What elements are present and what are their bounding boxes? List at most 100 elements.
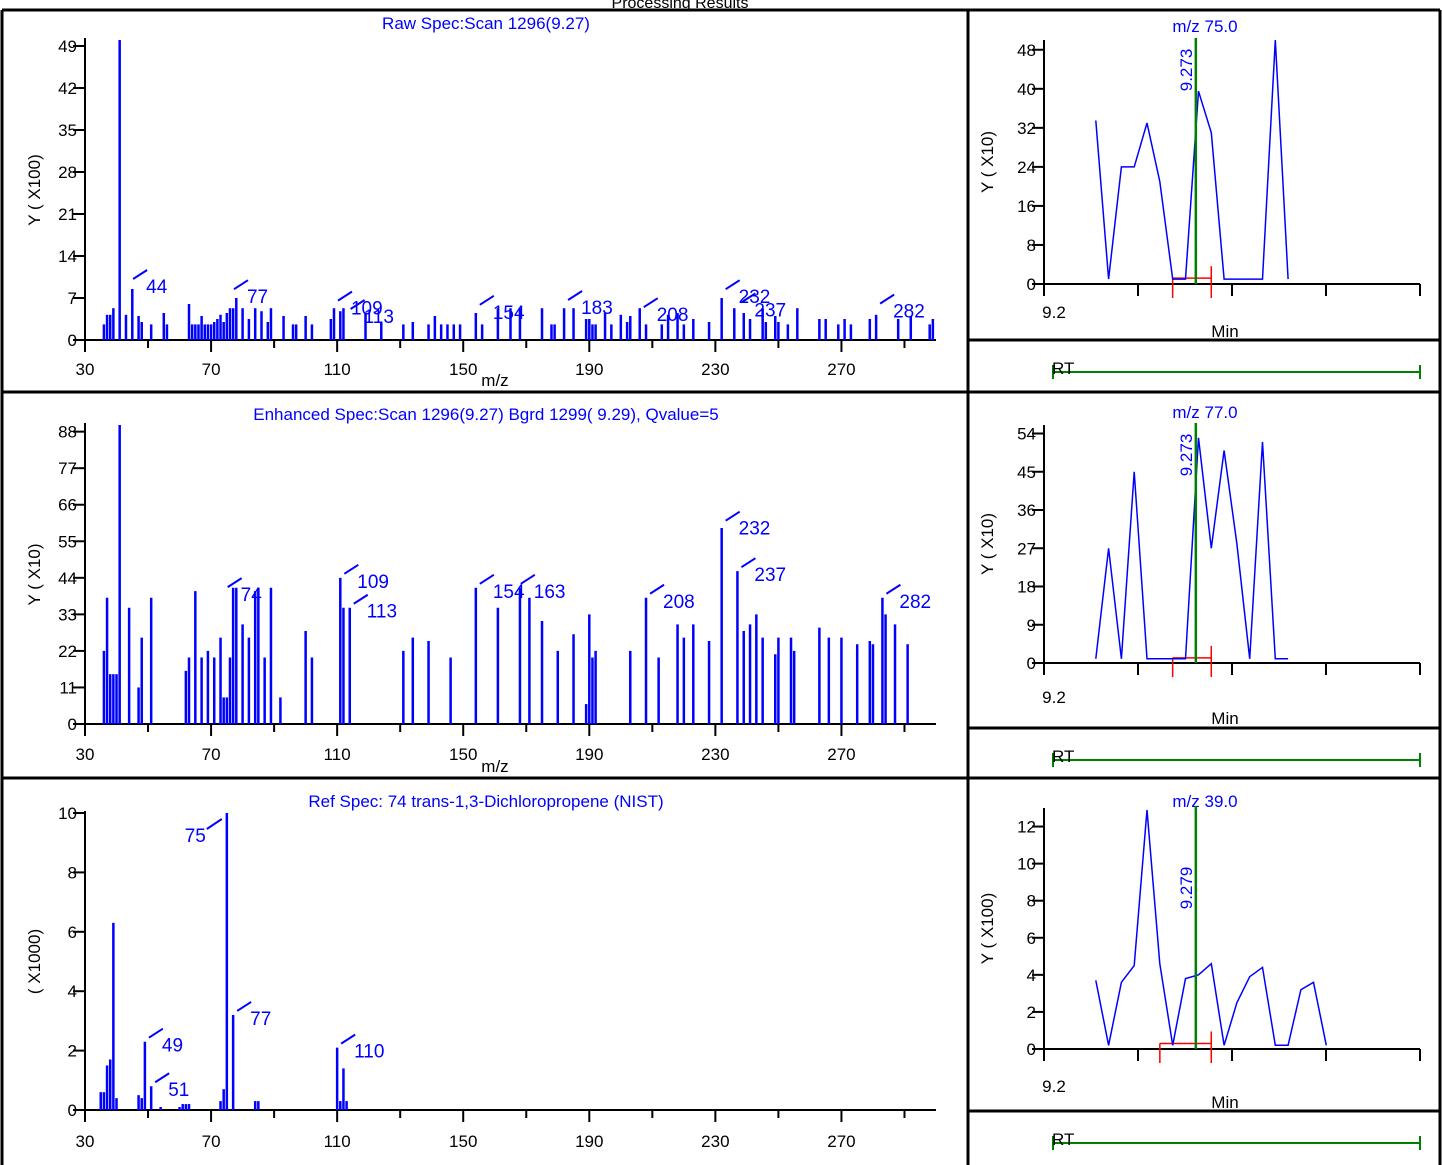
peak-label-leader <box>649 583 665 595</box>
eic-chart-eic75: 9.2 0 8 16 24 32 40 48 m/z 75.0 Y ( X10) Min 9.273 <box>978 17 1421 341</box>
x-tick-label: 110 <box>324 1132 351 1151</box>
y-tick-label: 4 <box>68 982 77 1001</box>
peak-label-leader <box>520 573 536 585</box>
peak-label-leader <box>479 294 495 306</box>
peak-label-leader <box>236 1001 252 1012</box>
y-tick-label: 24 <box>1017 158 1036 177</box>
y-tick-label: 8 <box>1027 236 1036 255</box>
rt-ruler-panel: RT <box>1052 359 1421 379</box>
y-tick-label: 49 <box>58 37 77 56</box>
rt-ruler-panel: RT <box>1052 1130 1421 1150</box>
peak-label-leader <box>740 557 756 569</box>
rt-marker-label: 9.273 <box>1177 49 1196 92</box>
y-tick-label: 16 <box>1017 197 1036 216</box>
y-tick-label: 7 <box>68 289 77 308</box>
y-tick-label: 22 <box>58 642 77 661</box>
x-axis-label: m/z <box>481 371 508 390</box>
peak-label-leader <box>132 269 148 280</box>
y-tick-label: 55 <box>58 532 77 551</box>
x-axis-label: m/z <box>481 757 508 776</box>
peak-label-leader <box>343 563 359 575</box>
rt-marker-label: 9.273 <box>1177 434 1196 477</box>
peak-label: 208 <box>663 592 695 613</box>
y-tick-label: 88 <box>58 423 77 442</box>
x-tick-label: 230 <box>701 745 729 764</box>
x-tick-label: 9.2 <box>1042 688 1066 707</box>
peak-label-leader <box>206 818 223 830</box>
x-axis-label: Min <box>1211 709 1238 728</box>
x-tick-label: 30 <box>76 745 95 764</box>
y-tick-label: 2 <box>1027 1003 1036 1022</box>
x-tick-label: 150 <box>449 1132 477 1151</box>
y-axis-label: Y ( X10) <box>978 513 997 575</box>
x-tick-label: 230 <box>701 1132 729 1151</box>
y-tick-label: 18 <box>1017 578 1036 597</box>
x-axis-label: Min <box>1211 1093 1238 1112</box>
y-tick-label: 27 <box>1017 539 1036 558</box>
y-tick-label: 0 <box>1027 275 1036 294</box>
rt-label: RT <box>1052 359 1074 378</box>
peak-label: 77 <box>250 1009 271 1030</box>
peak-label-leader <box>353 593 369 605</box>
x-tick-label: 270 <box>827 1132 855 1151</box>
y-tick-label: 8 <box>68 863 77 882</box>
y-tick-label: 4 <box>1027 966 1036 985</box>
chart-title: Ref Spec: 74 trans-1,3-Dichloropropene (… <box>308 792 663 811</box>
chart-title: Raw Spec:Scan 1296(9.27) <box>382 14 590 33</box>
peak-label-leader <box>233 279 249 291</box>
rt-marker-label: 9.279 <box>1177 867 1196 910</box>
peak-label: 51 <box>168 1080 189 1101</box>
x-tick-label: 270 <box>827 360 855 379</box>
y-tick-label: 54 <box>1017 425 1036 444</box>
eic-trace <box>1095 39 1289 280</box>
peak-label-leader <box>340 1033 356 1045</box>
y-tick-label: 40 <box>1017 80 1036 99</box>
x-tick-label: 70 <box>202 1132 221 1151</box>
x-tick-label: 30 <box>76 360 95 379</box>
peak-label-leader <box>479 573 495 585</box>
y-axis-label: ( X1000) <box>25 929 44 994</box>
panel-frame <box>0 8 1442 1165</box>
x-tick-label: 110 <box>324 745 351 764</box>
eic-trace <box>1095 437 1289 660</box>
eic-title: m/z 39.0 <box>1172 792 1237 811</box>
peak-label-leader <box>227 577 243 588</box>
y-tick-label: 36 <box>1017 501 1036 520</box>
x-tick-label: 9.2 <box>1042 303 1066 322</box>
peak-label-leader <box>567 290 583 301</box>
peak-label: 49 <box>162 1036 183 1057</box>
peak-label: 154 <box>493 303 525 324</box>
y-tick-label: 10 <box>1017 855 1036 874</box>
x-tick-label: 150 <box>449 745 477 764</box>
spectrum-chart-raw: 30 70 110 150 190 230 270 0 7 14 21 28 35 42 49 Raw Spe… <box>25 14 936 390</box>
y-tick-label: 0 <box>1027 654 1036 673</box>
y-tick-label: 32 <box>1017 119 1036 138</box>
y-axis-label: Y ( X10) <box>978 131 997 193</box>
eic-trace <box>1095 809 1328 1047</box>
page-title: Processing Results <box>612 0 749 12</box>
peak-label: 208 <box>657 305 689 326</box>
y-tick-label: 0 <box>1027 1040 1036 1059</box>
rt-ruler-panel: RT <box>1052 747 1421 767</box>
x-tick-label: 9.2 <box>1042 1077 1066 1096</box>
y-tick-label: 0 <box>68 1101 77 1120</box>
y-tick-label: 11 <box>59 678 77 697</box>
peak-label-leader <box>879 293 895 305</box>
y-axis-label: Y ( X10) <box>25 543 44 605</box>
peak-label-leader <box>148 1027 164 1039</box>
eic-chart-eic39: 9.2 0 2 4 6 8 10 12 m/z 39.0 Y ( X100) Min 9.279 <box>978 792 1421 1112</box>
y-tick-label: 66 <box>58 496 77 515</box>
y-tick-label: 0 <box>68 715 77 734</box>
y-tick-label: 2 <box>68 1042 77 1061</box>
peak-label: 183 <box>581 298 613 319</box>
peak-label: 44 <box>146 277 168 298</box>
y-tick-label: 21 <box>58 205 77 224</box>
y-tick-label: 6 <box>68 923 77 942</box>
eic-title: m/z 75.0 <box>1172 17 1237 36</box>
peak-label: 154 <box>493 582 525 603</box>
spectrum-chart-enhanced: 30 70 110 150 190 230 270 0 11 22 33 44 55 66 77 88 Enha… <box>25 405 936 776</box>
peak-label: 74 <box>241 585 263 606</box>
y-tick-label: 6 <box>1027 929 1036 948</box>
y-tick-label: 9 <box>1027 616 1036 635</box>
